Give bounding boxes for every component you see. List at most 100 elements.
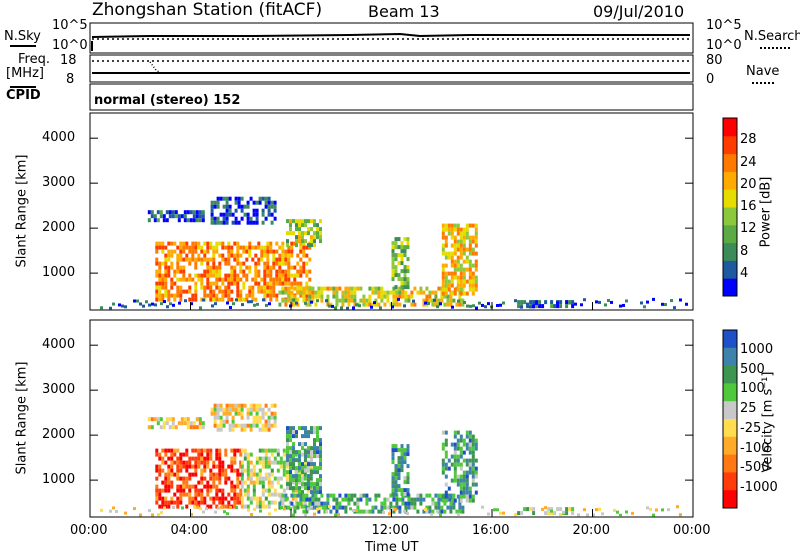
heatmap-cell — [285, 476, 289, 481]
heatmap-cell — [444, 279, 448, 284]
heatmap-cell — [295, 301, 298, 305]
heatmap-cell — [444, 430, 448, 435]
heatmap-cell — [419, 501, 423, 506]
heatmap-cell — [344, 298, 348, 303]
heatmap-cell — [171, 214, 175, 219]
heatmap-cell — [313, 482, 316, 487]
heatmap-cell — [310, 470, 313, 475]
heatmap-cell — [661, 508, 664, 512]
heatmap-cell — [258, 476, 262, 481]
heatmap-cell — [255, 415, 259, 420]
heatmap-cell — [355, 509, 358, 513]
colorbar-tick-label: 24 — [740, 154, 757, 170]
heatmap-cell — [456, 255, 460, 260]
heatmap-cell — [374, 505, 378, 510]
heatmap-cell — [496, 508, 499, 512]
heatmap-cell — [295, 430, 298, 435]
heatmap-cell — [352, 306, 355, 310]
heatmap-cell — [206, 261, 210, 266]
heatmap-cell — [631, 511, 634, 515]
heatmap-cell — [471, 470, 475, 475]
colorbar-tick-label: 28 — [740, 132, 757, 148]
heatmap-cell — [307, 243, 310, 248]
heatmap-cell — [304, 486, 307, 491]
heatmap-cell — [403, 269, 407, 274]
heatmap-cell — [209, 269, 213, 274]
heatmap-cell — [286, 462, 289, 467]
heatmap-cell — [191, 484, 195, 489]
heatmap-cell — [176, 472, 180, 477]
heatmap-cell — [307, 219, 310, 224]
heatmap-cell — [184, 299, 187, 303]
heatmap-cell — [329, 493, 333, 498]
heatmap-cell — [568, 301, 571, 305]
colorbar-segment — [723, 436, 737, 456]
heatmap-cell — [188, 460, 192, 465]
heatmap-cell — [215, 277, 219, 282]
heatmap-cell — [412, 299, 415, 303]
heatmap-cell — [450, 462, 454, 467]
heatmap-cell — [243, 403, 247, 408]
heatmap-cell — [303, 504, 307, 509]
heatmap-cell — [170, 460, 174, 465]
heatmap-cell — [199, 507, 202, 511]
heatmap-cell — [459, 490, 463, 495]
heatmap-cell — [230, 277, 234, 282]
heatmap-cell — [273, 448, 277, 453]
heatmap-cell — [155, 261, 159, 266]
heatmap-cell — [240, 415, 244, 420]
heatmap-cell — [347, 497, 351, 502]
heatmap-cell — [158, 261, 162, 266]
heatmap-cell — [269, 245, 273, 250]
heatmap-cell — [252, 407, 256, 412]
heatmap-cell — [468, 251, 472, 256]
heatmap-cell — [225, 216, 229, 221]
heatmap-cell — [246, 212, 250, 217]
heatmap-cell — [158, 245, 162, 250]
heatmap-cell — [185, 452, 189, 457]
heatmap-cell — [391, 241, 395, 246]
heatmap-cell — [112, 302, 115, 306]
heatmap-cell — [202, 510, 205, 514]
heatmap-cell — [359, 497, 363, 502]
heatmap-cell — [267, 423, 271, 428]
heatmap-cell — [296, 493, 300, 498]
heatmap-cell — [150, 425, 154, 430]
heatmap-cell — [450, 291, 454, 296]
heatmap-cell — [616, 510, 619, 514]
heatmap-cell — [282, 488, 286, 493]
heatmap-cell — [453, 287, 457, 292]
heatmap-cell — [252, 220, 256, 225]
heatmap-cell — [468, 259, 472, 264]
heatmap-cell — [191, 456, 195, 461]
heatmap-cell — [453, 239, 457, 244]
y-tick-label: 4000 — [42, 130, 76, 146]
heatmap-cell — [317, 501, 321, 506]
heatmap-cell — [303, 500, 307, 505]
heatmap-cell — [264, 427, 268, 432]
heatmap-cell — [496, 304, 499, 308]
heatmap-cell — [450, 478, 454, 483]
heatmap-cell — [194, 257, 198, 262]
heatmap-cell — [338, 298, 342, 303]
heatmap-cell — [273, 456, 277, 461]
heatmap-cell — [453, 275, 457, 280]
heatmap-cell — [295, 482, 298, 487]
heatmap-cell — [270, 423, 274, 428]
heatmap-cell — [391, 480, 395, 485]
heatmap-cell — [287, 273, 291, 278]
heatmap-cell — [443, 294, 447, 299]
heatmap-cell — [320, 501, 324, 506]
x-tick-label: 16:00 — [472, 523, 510, 538]
heatmap-cell — [158, 241, 162, 246]
heatmap-cell — [191, 249, 195, 254]
colorbar-tick-label: -25 — [740, 420, 762, 436]
heatmap-cell — [425, 294, 429, 299]
heatmap-cell — [474, 235, 478, 240]
heatmap-cell — [394, 488, 398, 493]
heatmap-cell — [311, 290, 315, 295]
colorbar-tick-label: 4 — [740, 265, 749, 281]
heatmap-cell — [112, 506, 115, 510]
heatmap-cell — [246, 216, 250, 221]
heatmap-cell — [242, 273, 246, 278]
